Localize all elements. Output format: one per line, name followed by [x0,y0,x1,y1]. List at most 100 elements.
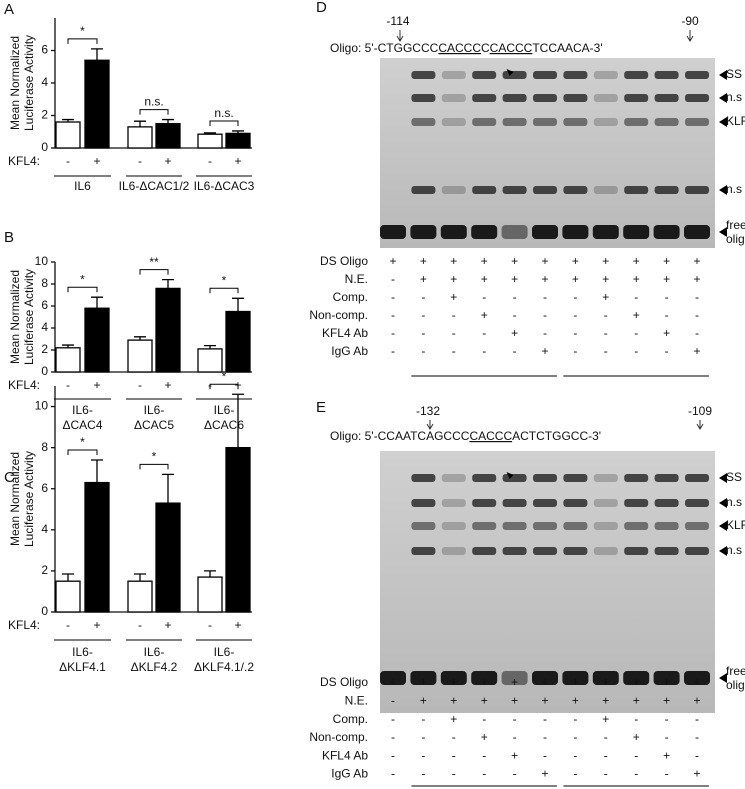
condition-label: N.E. [345,272,368,286]
gel-band [471,671,498,685]
significance-bracket [209,287,239,294]
bar [197,348,223,373]
condition-cell: - [391,712,395,726]
significance-label: * [80,24,85,38]
bar [155,502,181,613]
error-bar [232,130,244,134]
arrow [686,30,694,42]
row-label: KFL4: [8,378,40,392]
bar [127,126,153,149]
gel-band [410,225,437,239]
condition-cell: + [693,344,700,358]
condition-cell: + [511,675,518,689]
position-start: -114 [386,14,409,28]
gel-band [685,186,709,194]
y-axis-label: Mean Normalized [8,270,22,364]
condition-cell: + [420,254,427,268]
condition-cell: - [695,326,699,340]
significance-bracket [139,463,169,470]
y-tick-label: 2 [41,108,48,122]
condition-cell: - [634,712,638,726]
condition-cell: + [420,675,427,689]
condition-cell: + [450,712,457,726]
band-pointer [719,673,727,683]
band-pointer [719,498,727,508]
gel-band [563,522,588,530]
gel-band [441,522,466,530]
gel-band [502,547,527,555]
condition-cell: - [665,730,669,744]
gel-band [562,671,589,685]
gel-band [533,186,557,194]
condition-cell: + [420,272,427,286]
bar [155,287,181,373]
oligo-segment: Oligo: 5'-CCAATCAGCCC [330,429,470,443]
group-label: IL6- [72,645,93,659]
condition-cell: - [452,767,456,781]
y-axis-label: Mean Normalized [8,36,22,130]
bar [127,580,153,613]
y-axis-label: Luciferase Activity [22,451,36,547]
error-bar [91,48,103,61]
condition-cell: + [572,675,579,689]
gel-band [441,499,466,507]
gel-band [685,118,709,126]
condition-cell: - [634,767,638,781]
gel-band [411,474,436,482]
gel-band [502,474,527,482]
y-tick-label: 0 [41,604,48,618]
condition-cell: - [391,693,395,707]
gel-band [441,118,466,126]
significance-bracket [209,383,239,390]
condition-cell: - [604,730,608,744]
x-tick-label: - [66,154,70,168]
x-tick-label: - [66,618,70,632]
group-label: ΔCAC4 [62,418,102,432]
condition-cell: - [421,344,425,358]
condition-label: IgG Ab [331,344,368,358]
gel-band [563,118,588,126]
condition-cell: + [541,254,548,268]
condition-cell: - [543,730,547,744]
condition-label: KFL4 Ab [322,326,368,340]
condition-cell: - [543,326,547,340]
condition-cell: + [450,675,457,689]
gel-band [472,118,497,126]
oligo-segment: C [481,41,490,55]
group-label: ΔCAC6 [204,418,244,432]
gel-band [472,474,497,482]
gel-band [502,94,527,102]
error-bar [204,132,216,135]
gel-band [440,225,467,239]
group-label: IL6- [72,403,93,417]
gel-band [441,71,466,79]
y-axis-label: Luciferase Activity [22,269,36,365]
bar [225,446,251,613]
condition-cell: + [602,693,609,707]
condition-cell: + [572,693,579,707]
condition-cell: + [602,290,609,304]
group-label: ΔCAC5 [134,418,174,432]
condition-label: Non-comp. [309,730,368,744]
condition-cell: - [391,767,395,781]
condition-label: N.E. [345,693,368,707]
condition-cell: - [482,767,486,781]
position-end: -109 [688,404,712,418]
gel-band [623,671,650,685]
error-bar [232,393,244,448]
gel-band [563,499,588,507]
condition-cell: - [421,290,425,304]
condition-cell: - [391,748,395,762]
gel-band [532,225,558,239]
gel-band [593,547,618,555]
position-end: -90 [681,14,699,28]
condition-cell: - [573,767,577,781]
gel-band [593,118,618,126]
condition-cell: - [573,730,577,744]
gel-band [624,522,649,530]
condition-cell: - [604,308,608,322]
band-pointer [719,546,727,556]
group-label: IL6-ΔCAC1/2 [119,179,190,193]
condition-cell: + [693,675,700,689]
significance-bracket [139,269,169,275]
